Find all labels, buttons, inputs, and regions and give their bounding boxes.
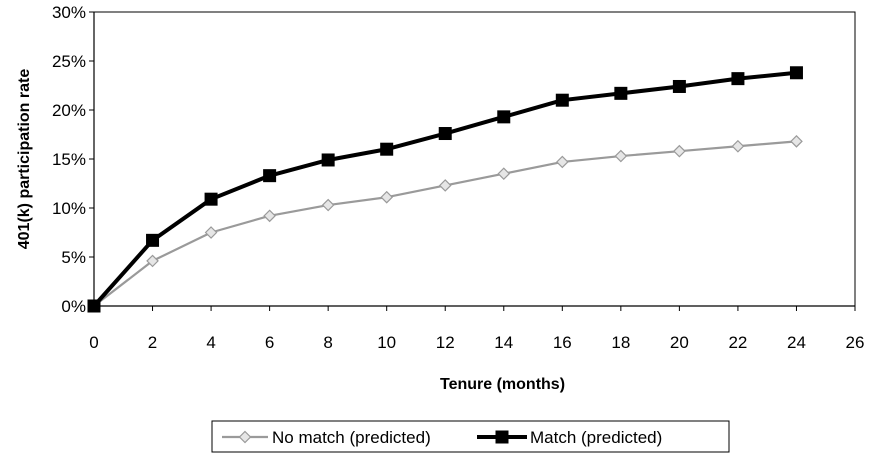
legend-item-no-match: No match (predicted) — [222, 428, 431, 447]
x-tick-label: 16 — [553, 333, 572, 352]
data-point-no-match — [555, 155, 569, 169]
legend-label: No match (predicted) — [272, 428, 431, 447]
data-point-match — [263, 169, 277, 183]
series-layer — [87, 66, 803, 313]
y-tick-label: 0% — [61, 297, 86, 316]
legend: No match (predicted) Match (predicted) — [211, 420, 730, 453]
data-point-no-match — [321, 198, 335, 212]
data-point-match — [380, 142, 394, 156]
axes — [89, 11, 856, 311]
y-tick-label: 5% — [61, 248, 86, 267]
data-point-no-match — [146, 254, 159, 268]
x-tick-labels: 0 2 4 6 8 10 12 14 16 18 20 22 24 26 — [89, 333, 864, 352]
x-tick-label: 26 — [846, 333, 865, 352]
x-tick-label: 2 — [148, 333, 157, 352]
data-point-no-match — [497, 167, 511, 181]
data-point-no-match — [263, 209, 276, 223]
x-tick-label: 20 — [670, 333, 689, 352]
data-point-no-match — [673, 144, 686, 158]
x-tick-label: 0 — [89, 333, 98, 352]
legend-label: Match (predicted) — [530, 428, 662, 447]
y-tick-label: 25% — [52, 52, 86, 71]
x-tick-label: 22 — [728, 333, 747, 352]
data-point-match — [555, 93, 569, 107]
y-tick-label: 15% — [52, 150, 86, 169]
data-point-match — [497, 110, 511, 124]
x-tick-label: 8 — [323, 333, 332, 352]
legend-item-match: Match (predicted) — [477, 428, 662, 447]
data-point-match — [204, 192, 218, 206]
x-axis-title: Tenure (months) — [440, 376, 565, 393]
legend-swatch-marker — [238, 430, 252, 444]
data-point-no-match — [614, 149, 628, 163]
data-point-match — [672, 79, 686, 93]
data-point-match — [146, 233, 160, 247]
legend-swatch-marker — [495, 430, 509, 444]
data-point-match — [614, 86, 628, 100]
data-point-match — [789, 66, 803, 80]
data-point-no-match — [438, 179, 452, 192]
y-tick-label: 20% — [52, 101, 86, 120]
data-point-match — [87, 299, 101, 313]
plot-area — [93, 11, 856, 307]
x-tick-label: 14 — [494, 333, 513, 352]
x-tick-label: 12 — [436, 333, 455, 352]
series-match — [87, 66, 803, 313]
y-axis-title: 401(k) participation rate — [16, 69, 33, 250]
data-point-match — [731, 72, 745, 86]
data-point-no-match — [731, 139, 745, 153]
x-tick-label: 10 — [377, 333, 396, 352]
y-tick-label: 30% — [52, 3, 86, 22]
y-tick-label: 10% — [52, 199, 86, 218]
data-point-no-match — [380, 190, 394, 204]
legend-box — [211, 420, 730, 453]
data-point-match — [438, 127, 452, 141]
x-tick-label: 6 — [265, 333, 274, 352]
data-point-no-match — [790, 135, 803, 148]
x-tick-label: 18 — [611, 333, 630, 352]
x-tick-label: 4 — [206, 333, 215, 352]
data-point-match — [321, 153, 335, 167]
data-point-no-match — [204, 226, 218, 239]
y-tick-labels: 0% 5% 10% 15% 20% 25% 30% — [52, 3, 86, 316]
x-tick-label: 24 — [787, 333, 806, 352]
